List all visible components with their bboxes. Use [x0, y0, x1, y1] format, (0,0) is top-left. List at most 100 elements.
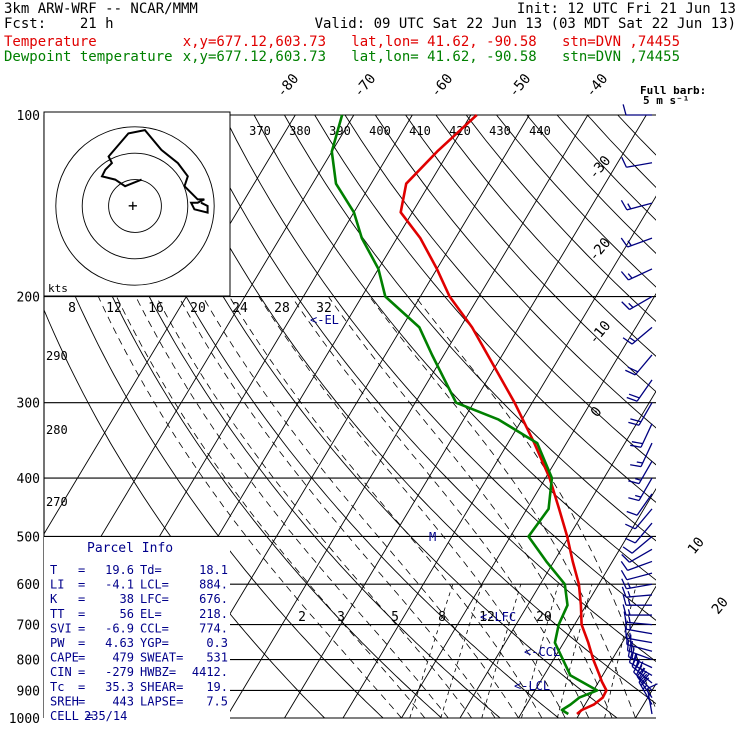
parcel-param-value: 218.: [199, 607, 228, 621]
sounding-series: [330, 114, 608, 716]
wind-barb-flag: [631, 441, 643, 445]
parcel-equals: =: [78, 578, 85, 592]
wind-barb-flag: [630, 444, 642, 448]
mixing-ratio-label: 3: [337, 610, 345, 625]
mixing-ratio-line: [409, 584, 454, 719]
wind-barb-staff: [631, 535, 653, 554]
wind-barb-flag: [620, 199, 628, 211]
dry-adiabat: [132, 114, 618, 719]
pressure-label: 800: [17, 654, 40, 669]
wind-barb-flag: [627, 599, 631, 606]
isotherm-label: 10: [685, 534, 708, 557]
isotherm-line: [635, 682, 656, 719]
wind-barb-staff: [636, 493, 653, 516]
parcel-param-name: LFC=: [140, 592, 169, 606]
hodograph-ring: [81, 152, 189, 260]
wind-barb-staff: [631, 326, 653, 345]
parcel-param-name: CAPE: [50, 651, 79, 665]
el-marker: <-EL: [310, 313, 339, 327]
mixing-ratio-line: [481, 584, 522, 719]
mixing-ratio-label: 2: [298, 610, 306, 625]
parcel-param-value: 38: [120, 592, 134, 606]
dry-adiabat: [344, 114, 656, 466]
parcel-info-background: [44, 537, 230, 729]
wind-barb: [624, 627, 653, 644]
wind-barb-staff: [636, 379, 653, 402]
wind-barb-flag: [625, 369, 636, 376]
wind-barb-flag: [628, 421, 640, 426]
mixing-ratio-line: [440, 584, 483, 719]
wind-barb-flag: [628, 302, 634, 308]
wind-barb-flag: [627, 240, 632, 246]
parcel-param-value: 7.5: [206, 694, 228, 708]
wind-barb-flag: [627, 582, 631, 589]
hodograph-origin: +: [128, 196, 138, 215]
wind-barb-flag: [630, 641, 633, 653]
temperature-location: x,y=677.12,603.73 lat,lon= 41.62, -90.58…: [182, 34, 680, 50]
isotherm-line: [401, 292, 656, 719]
wind-barb-flag: [628, 393, 640, 399]
wind-barb-staff: [626, 572, 653, 581]
hodograph-speed-label: 16: [148, 301, 164, 316]
wind-barb-flag: [627, 203, 632, 210]
mixing-ratio-label: 5: [391, 610, 399, 625]
wind-barb-staff: [626, 162, 653, 168]
wind-barb-flag: [636, 461, 643, 464]
wind-barb-staff: [627, 237, 653, 248]
hodograph-ring: [55, 126, 215, 286]
wind-barb: [620, 268, 653, 281]
forecast-hour: Fcst: 21 h: [4, 16, 114, 32]
isotherm-label: -20: [586, 235, 615, 265]
lcl-marker: <-LCL: [514, 679, 550, 693]
dry-adiabat: [162, 114, 656, 705]
moist-adiabat: [202, 296, 519, 719]
level-annotations: <-EL <-LFC <-CCL <-LCL M: [310, 313, 560, 693]
dry-adiabat: [314, 114, 656, 503]
theta-label: 290: [46, 349, 68, 363]
parcel-param-name: SHEAR=: [140, 680, 183, 694]
wind-barb-flag: [625, 523, 636, 530]
wind-barb-flag: [621, 586, 627, 598]
parcel-param-name: SWEAT=: [140, 651, 183, 665]
wind-barb-staff: [626, 643, 653, 652]
wind-barb-staff: [638, 402, 653, 426]
wind-barb: [620, 237, 653, 248]
parcel-param-value: -4.1: [105, 578, 134, 592]
wind-barb-flag: [635, 478, 642, 481]
mixing-ratio-label: 8: [438, 610, 446, 625]
lfc-marker: <-LFC: [480, 610, 516, 624]
wind-barb-flag: [622, 337, 633, 345]
moist-adiabat: [291, 296, 590, 719]
wind-barb-flag: [622, 546, 633, 554]
pressure-label: 400: [17, 472, 40, 487]
mean-wind-marker: M: [429, 530, 436, 544]
isotherm-label: -30: [586, 153, 615, 183]
hodograph-ring: [108, 179, 162, 233]
wind-barb: [621, 295, 653, 311]
parcel-param-name: SREH: [50, 694, 79, 708]
dry-adiabat: [102, 114, 559, 719]
parcel-param-name: CCL=: [140, 621, 169, 635]
wind-barb-flag: [627, 609, 631, 616]
dry-adiabat: [374, 114, 656, 429]
wind-barb-flag: [635, 653, 638, 661]
valid-time: Valid: 09 UTC Sat 22 Jun 13 (03 MDT Sat …: [314, 16, 736, 32]
isotherm-label: -10: [586, 318, 615, 348]
theta-e-label: 390: [329, 124, 351, 138]
isotherm-line: [694, 115, 740, 718]
hodograph-speed-label: 24: [232, 301, 248, 316]
hodograph-trace: [100, 129, 209, 214]
pressure-label: 900: [17, 684, 40, 699]
parcel-param-value: 4412.: [192, 665, 228, 679]
parcel-param-name: CIN: [50, 665, 72, 679]
wind-barb: [628, 460, 653, 485]
pressure-label: 600: [17, 578, 40, 593]
wind-barb-staff: [626, 202, 653, 211]
wind-barb: [625, 522, 653, 544]
wind-barb-flag: [622, 604, 627, 616]
pressure-label: 700: [17, 619, 40, 634]
dry-adiabat: [223, 114, 656, 621]
parcel-param-value: 4.63: [105, 636, 134, 650]
wind-barb-flag: [620, 237, 629, 248]
